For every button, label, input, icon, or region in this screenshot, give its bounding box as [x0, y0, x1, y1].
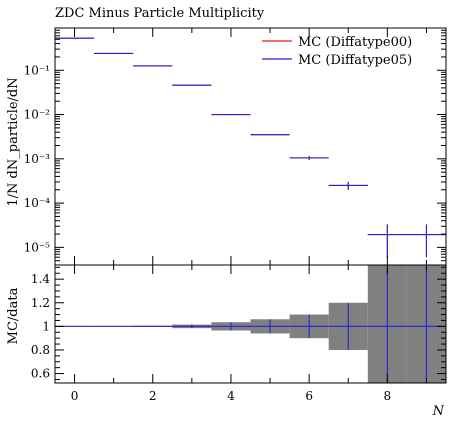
- ratio-y-tick-label: 1.4: [31, 272, 50, 286]
- legend-entry-0: MC (Diffatype00): [298, 35, 412, 50]
- x-tick-label: 0: [71, 389, 79, 403]
- ratio-y-axis-label: MC/data: [6, 287, 21, 344]
- ratio-y-tick-label: 1.2: [31, 296, 50, 310]
- main-y-tick-label: 10⁻⁵: [24, 240, 51, 254]
- main-y-tick-label: 10⁻¹: [24, 63, 50, 77]
- ratio-plot-frame: [54, 264, 447, 384]
- main-y-tick-label: 10⁻²: [24, 108, 51, 122]
- main-plot-panel: 10⁻⁵ 10⁻⁴ 10⁻³ 10⁻² 10⁻¹: [24, 27, 447, 266]
- ratio-y-tick-label: 0.6: [31, 367, 50, 381]
- x-tick-label: 4: [227, 389, 235, 403]
- x-tick-label: 8: [384, 389, 392, 403]
- main-y-axis-label: 1/N dN_particle/dN: [6, 77, 21, 206]
- x-tick-label: 2: [149, 389, 157, 403]
- x-tick-label: 6: [305, 389, 313, 403]
- legend: MC (Diffatype00) MC (Diffatype05): [262, 35, 412, 68]
- legend-entry-1: MC (Diffatype05): [298, 53, 412, 68]
- ratio-y-tick-label: 1: [42, 319, 50, 333]
- ratio-plot-panel: 0 2 4 6 8 0.6 0.8 1 1.2 1.4: [31, 264, 447, 403]
- main-y-tick-label: 10⁻⁴: [24, 196, 51, 210]
- ratio-y-tick-label: 0.8: [31, 343, 50, 357]
- main-y-tick-label: 10⁻³: [24, 152, 51, 166]
- x-axis-label: N: [432, 404, 445, 419]
- chart-title: ZDC Minus Particle Multiplicity: [55, 6, 265, 21]
